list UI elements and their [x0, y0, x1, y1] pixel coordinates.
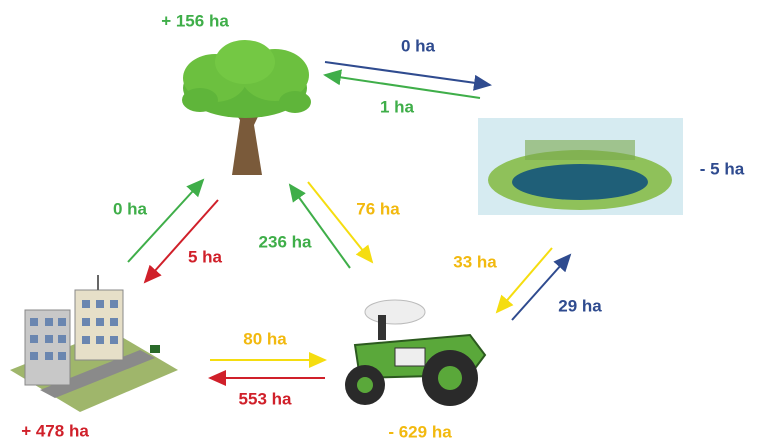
node-label: + 478 ha — [21, 421, 89, 440]
arrow — [323, 69, 481, 99]
arrow — [288, 183, 351, 269]
flow-label: 80 ha — [243, 329, 287, 348]
urban-icon — [10, 275, 178, 412]
wetland-icon — [478, 118, 683, 215]
arrow — [511, 253, 572, 321]
arrow — [307, 181, 374, 264]
flow-label: 29 ha — [558, 296, 602, 315]
flow-label: 0 ha — [113, 199, 148, 218]
agriculture-icon — [345, 299, 487, 406]
node-label: - 629 ha — [388, 422, 452, 441]
flow-label: 1 ha — [380, 97, 415, 116]
arrow — [127, 178, 205, 263]
flow-label: 33 ha — [453, 252, 497, 271]
flow-label: 553 ha — [239, 389, 292, 408]
flow-label: 5 ha — [188, 247, 223, 266]
node-label: - 5 ha — [700, 159, 745, 178]
arrow — [143, 199, 219, 284]
arrow — [495, 247, 553, 314]
arrow — [324, 61, 492, 91]
flow-label: 76 ha — [356, 199, 400, 218]
node-label: + 156 ha — [161, 11, 229, 30]
flow-label: 236 ha — [259, 232, 312, 251]
flow-label: 0 ha — [401, 36, 436, 55]
forest-icon — [182, 40, 311, 175]
